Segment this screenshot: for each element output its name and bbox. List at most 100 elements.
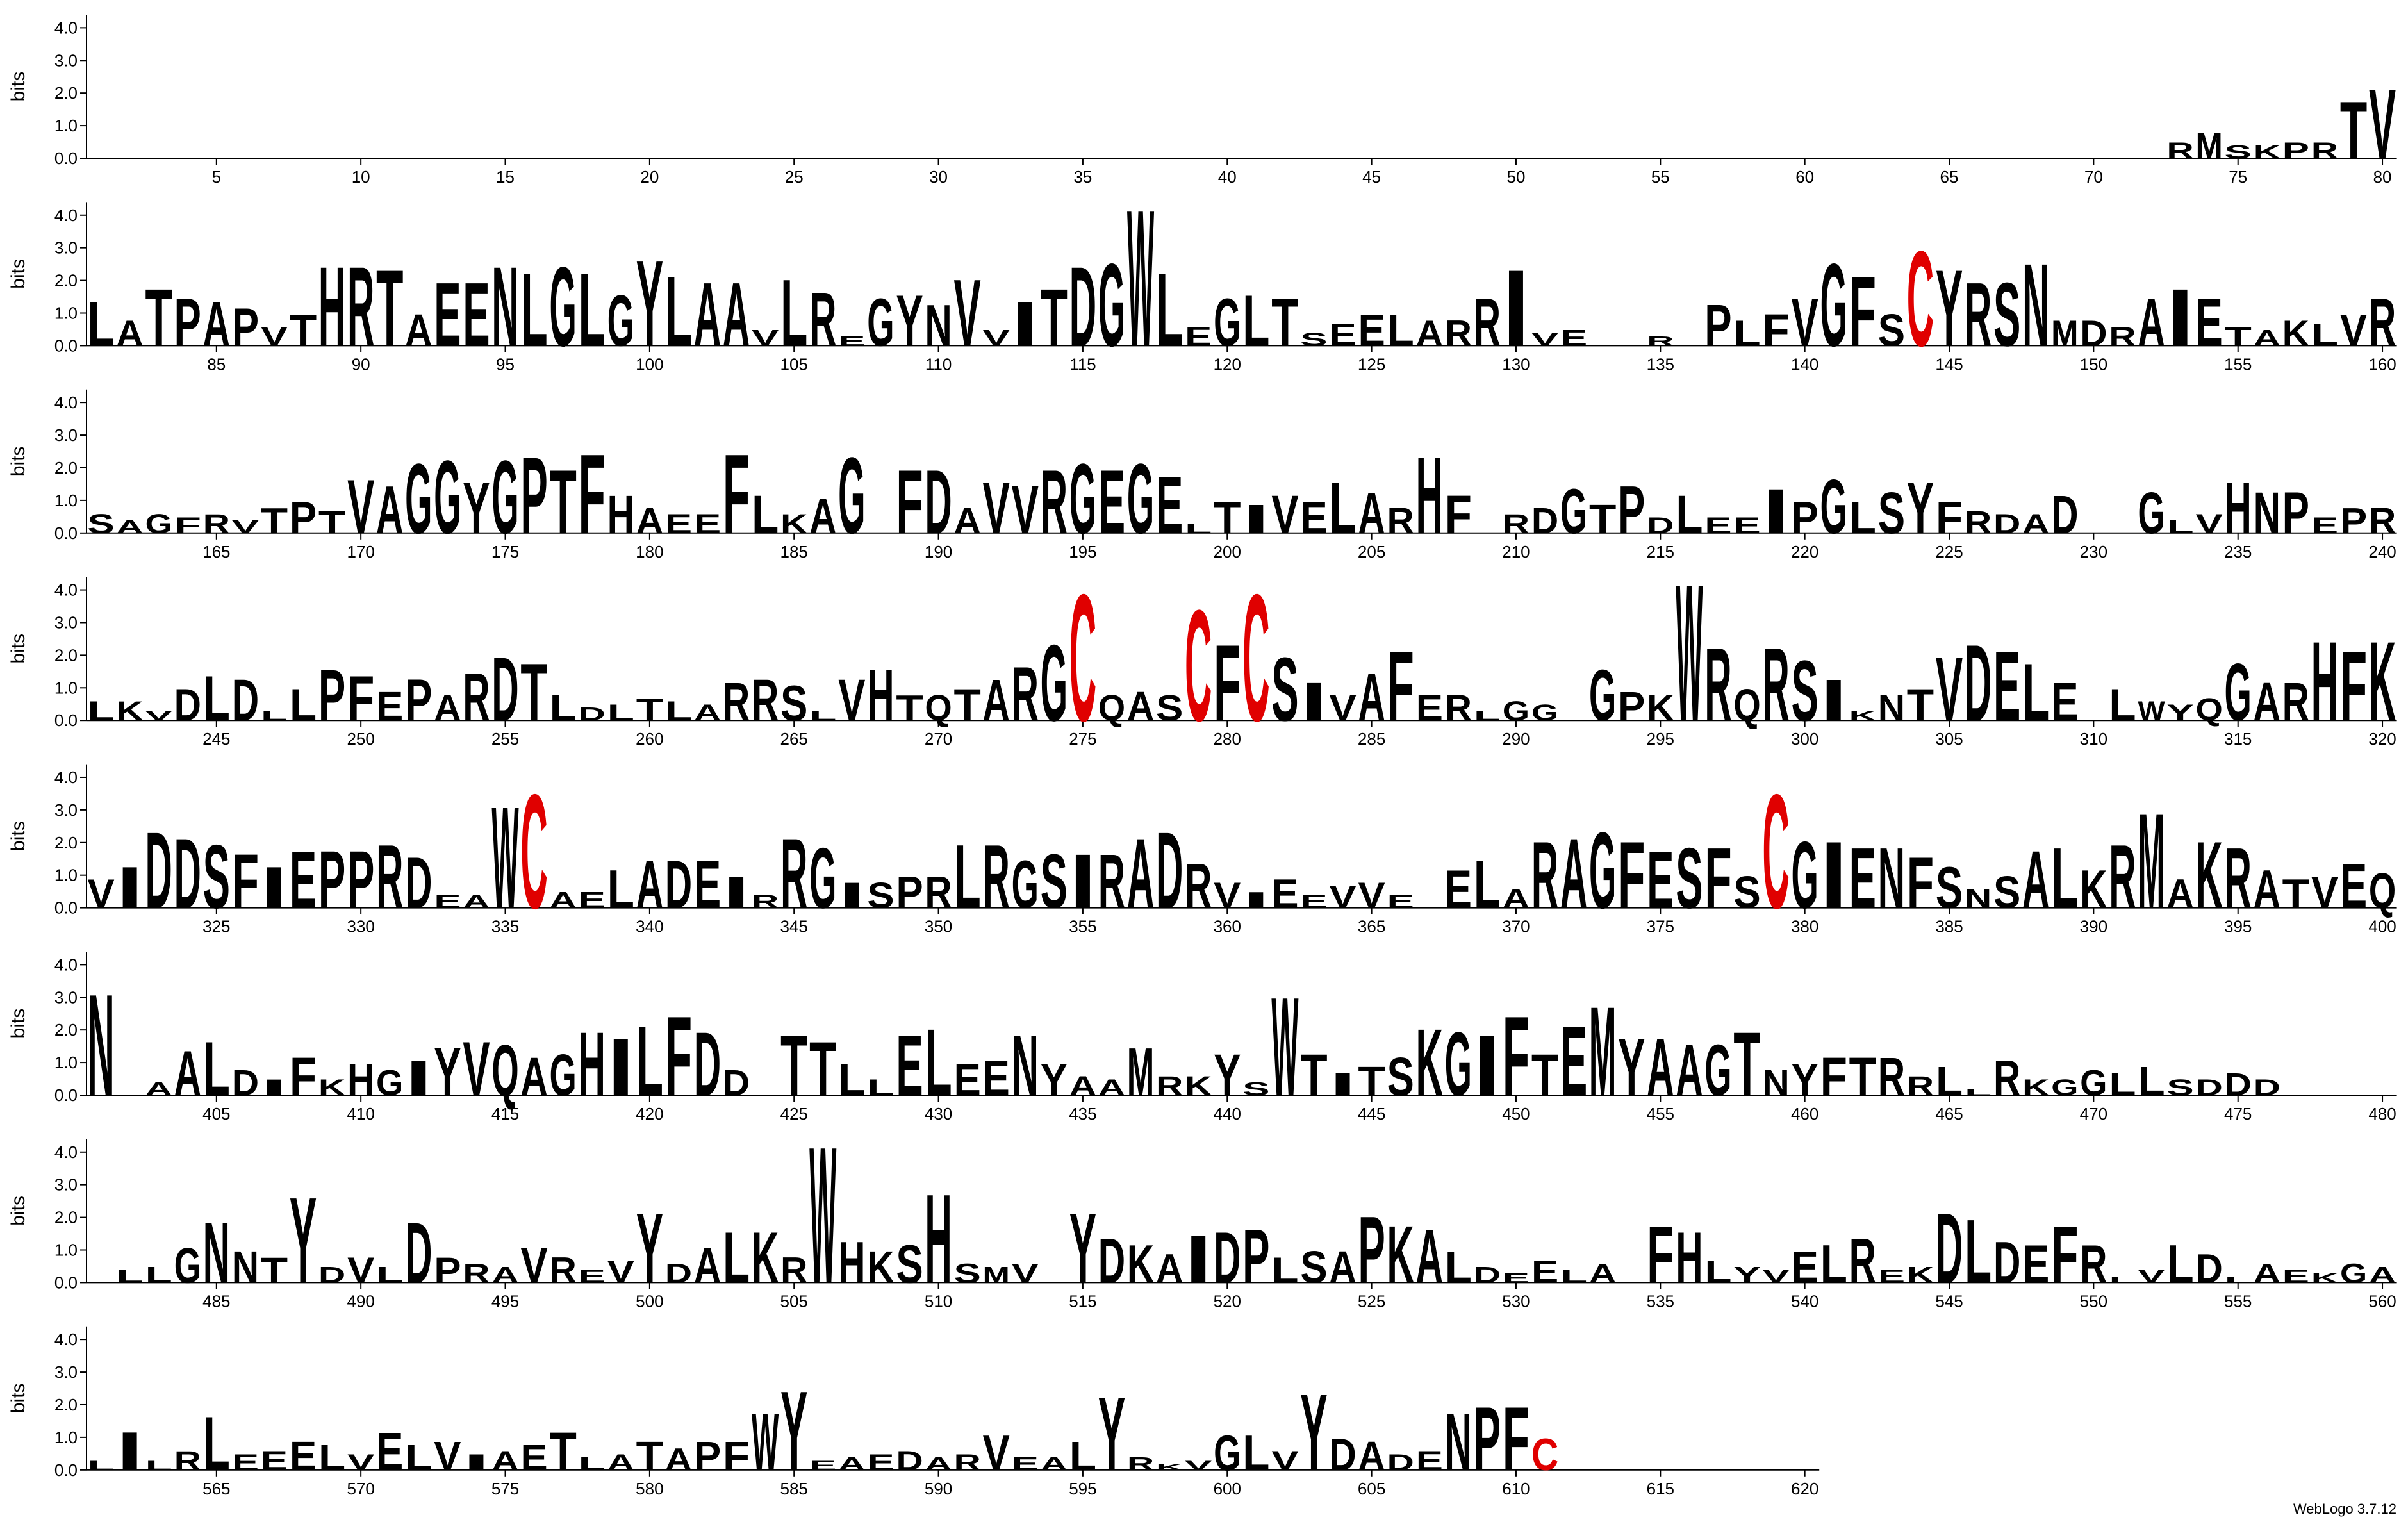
logo-letter: K [2022,1075,2049,1100]
logo-letter: A [694,1237,721,1293]
logo-letter: G [2051,1075,2078,1100]
logo-letter: D [579,704,606,724]
logo-letter: S [1271,640,1298,740]
logo-letter: P [2282,479,2309,546]
logo-letter: E [1271,872,1298,917]
logo-letter: S [2166,1075,2193,1100]
logo-letter: L [1733,313,1760,354]
x-tick-label: 585 [780,1479,808,1498]
logo-letter: E [1300,493,1327,543]
x-tick-label: 530 [1502,1291,1530,1311]
logo-letter: V [87,872,114,916]
x-tick-label: 620 [1791,1479,1818,1498]
logo-letter: V [261,322,288,352]
logo-letter: T [1300,1043,1327,1109]
logo-letter: F [1387,630,1414,741]
logo-letter: V [1792,284,1818,360]
logo-letter: M [983,1262,1010,1288]
logo-letter: A [1416,313,1443,354]
logo-letter: A [1098,1075,1125,1100]
logo-letter: D [665,1258,692,1288]
y-tick-label: 2.0 [54,271,78,290]
logo-letter: R [723,672,750,732]
logo-letter: V [1012,1259,1039,1289]
logo-letter: R [780,1250,807,1291]
logo-letter: V [2369,69,2396,180]
logo-letter: S [1387,1046,1414,1107]
logo-letter: L [780,260,807,367]
logo-letter: G [2138,481,2165,546]
logo-letter: T [1214,492,1241,543]
x-tick-label: 120 [1214,354,1241,374]
logo-letter: L [1676,484,1703,545]
logo-letter: I [1762,476,1789,547]
logo-letter: T [1271,285,1298,360]
logo-letter: D [723,1063,750,1104]
x-tick-label: 405 [202,1104,230,1123]
logo-letter: A [1127,684,1154,729]
logo-letter: Y [1936,248,1963,369]
logo-letter: S [1300,1242,1327,1293]
logo-letter: F [2051,1209,2078,1300]
logo-letter: E [1387,891,1414,912]
logo-letter: V [2196,509,2223,539]
logo-letter: E [463,265,490,365]
logo-letter: A [463,891,490,912]
logo-letter: H [2311,618,2338,744]
logo-letter: P [1474,1389,1501,1489]
logo-letter: T [780,1017,807,1114]
logo-letter: A [2254,859,2280,920]
x-tick-label: 215 [1647,542,1674,561]
logo-letter: D [1531,501,1558,542]
logo-letter: C [1907,222,1934,374]
logo-letter: R [1041,451,1068,552]
logo-letter: E [1358,305,1385,356]
logo-letter: S [1300,329,1327,350]
logo-letter: H [838,1230,865,1296]
logo-letter: E [290,1434,317,1479]
logo-letter: T [896,688,923,729]
logo-letter: R [376,826,403,927]
logo-letter: D [665,847,692,923]
logo-letter: K [116,696,143,726]
y-tick-label: 1.0 [54,1428,78,1447]
logo-letter: G [2225,646,2252,738]
logo-letter: C [1531,1429,1558,1480]
y-axis-label: bits [8,1383,29,1413]
logo-letter: V [1763,1267,1790,1287]
y-tick-label: 0.0 [54,336,78,355]
logo-letter: A [1358,1434,1385,1479]
logo-letter: R [1474,285,1501,361]
x-tick-label: 560 [2368,1291,2396,1311]
logo-letter: V [838,667,865,733]
logo-letter: A [2022,834,2049,925]
logo-letter: R [347,244,374,370]
logo-letter: I [116,854,143,920]
x-tick-label: 230 [2080,542,2107,561]
logo-letter: L [1704,1253,1731,1289]
logo-letter: P [318,656,345,736]
logo-letter: L [579,252,606,368]
logo-letter: L [261,708,288,724]
logo-letter: R [549,1250,576,1291]
logo-letter: A [694,700,721,725]
x-tick-label: 160 [2368,354,2396,374]
y-tick-label: 0.0 [54,1273,78,1292]
logo-letter: I [723,867,750,918]
logo-letter: T [1041,272,1068,363]
logo-letter: V [983,468,1010,549]
logo-letter: F [2340,630,2367,741]
logo-letter: K [780,509,807,539]
logo-letter: F [232,838,259,925]
logo-letter: L [607,700,634,725]
x-tick-label: 245 [202,729,230,749]
logo-letter: R [1503,509,1530,539]
logo-letter: N [1012,1017,1039,1113]
x-tick-label: 330 [347,917,374,936]
logo-letter: D [491,638,518,740]
logo-letter: E [2282,1266,2309,1287]
y-tick-label: 3.0 [54,800,78,820]
logo-letter: V [521,1238,548,1294]
logo-letter: N [2254,481,2280,547]
x-tick-label: 175 [491,542,519,561]
